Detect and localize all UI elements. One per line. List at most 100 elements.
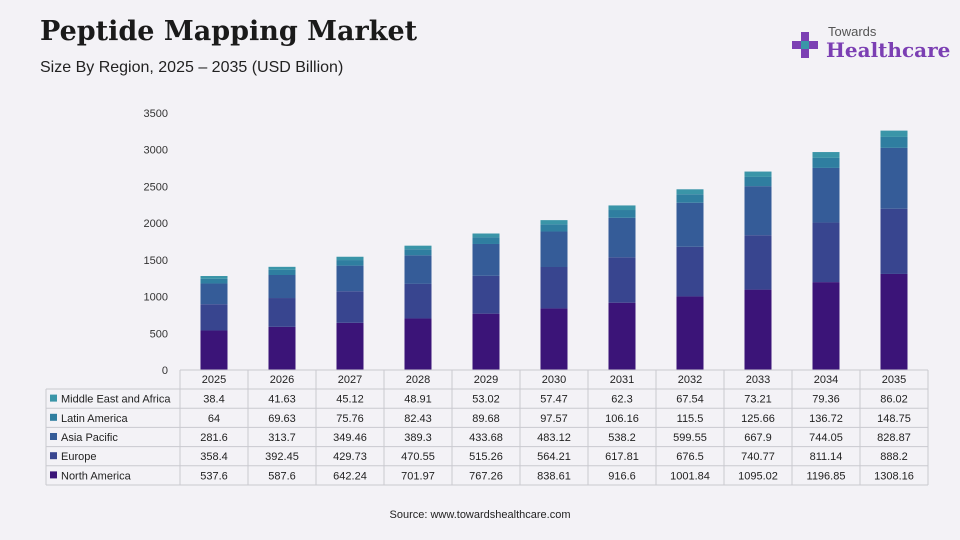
bar-segment-europe xyxy=(336,291,364,323)
bar-segment-asia-pacific xyxy=(404,255,432,284)
table-cell-value: 537.6 xyxy=(200,470,228,482)
legend-label: Latin America xyxy=(61,413,129,425)
bar-segment-middle-east-and-africa xyxy=(812,152,840,158)
bar-segment-latin-america xyxy=(200,278,228,284)
legend-swatch xyxy=(50,394,57,402)
table-cell-value: 483.12 xyxy=(537,432,571,444)
bar-segment-latin-america xyxy=(812,157,840,168)
x-tick-label: 2032 xyxy=(678,374,702,386)
y-tick-label: 2500 xyxy=(144,181,168,193)
table-cell-value: 97.57 xyxy=(540,413,568,425)
bar-segment-europe xyxy=(744,235,772,290)
table-cell-value: 358.4 xyxy=(200,451,228,463)
bar-segment-north-america xyxy=(472,313,500,370)
table-cell-value: 433.68 xyxy=(469,432,503,444)
bar-segment-north-america xyxy=(608,302,636,370)
table-cell-value: 136.72 xyxy=(809,413,843,425)
bar-segment-north-america xyxy=(268,326,296,370)
bar-segment-latin-america xyxy=(268,269,296,276)
table-cell-value: 281.6 xyxy=(200,432,228,444)
bar-segment-middle-east-and-africa xyxy=(336,256,364,261)
bar-segment-middle-east-and-africa xyxy=(472,233,500,238)
bar-segment-middle-east-and-africa xyxy=(880,130,908,137)
bar-segment-north-america xyxy=(540,308,568,370)
y-tick-label: 3500 xyxy=(144,108,168,120)
table-cell-value: 744.05 xyxy=(809,432,843,444)
medical-cross-icon xyxy=(792,32,818,58)
bar-segment-middle-east-and-africa xyxy=(200,276,228,279)
x-tick-label: 2025 xyxy=(202,374,226,386)
bar-segment-north-america xyxy=(336,322,364,370)
bar-segment-asia-pacific xyxy=(880,147,908,209)
table-cell-value: 676.5 xyxy=(676,451,704,463)
table-cell-value: 392.45 xyxy=(265,451,299,463)
table-cell-value: 564.21 xyxy=(537,451,571,463)
bar-segment-asia-pacific xyxy=(540,231,568,267)
table-cell-value: 67.54 xyxy=(676,394,704,406)
x-tick-label: 2028 xyxy=(406,374,430,386)
source-note: Source: www.towardshealthcare.com xyxy=(389,509,571,521)
table-cell-value: 41.63 xyxy=(268,394,296,406)
bar-segment-europe xyxy=(268,298,296,327)
x-tick-label: 2034 xyxy=(814,374,838,386)
x-tick-label: 2027 xyxy=(338,374,362,386)
table-cell-value: 667.9 xyxy=(744,432,772,444)
legend-swatch xyxy=(50,471,57,479)
table-cell-value: 48.91 xyxy=(404,394,432,406)
bar-segment-asia-pacific xyxy=(472,243,500,276)
x-tick-label: 2031 xyxy=(610,374,634,386)
bar-segment-north-america xyxy=(404,318,432,370)
table-cell-value: 811.14 xyxy=(810,451,843,463)
bar-segment-middle-east-and-africa xyxy=(268,266,296,270)
table-cell-value: 642.24 xyxy=(333,470,367,482)
y-tick-label: 500 xyxy=(150,328,168,340)
table-cell-value: 75.76 xyxy=(336,413,364,425)
y-tick-label: 1000 xyxy=(144,292,168,304)
bar-segment-europe xyxy=(404,283,432,319)
y-tick-label: 1500 xyxy=(144,255,168,267)
bar-segment-north-america xyxy=(744,289,772,370)
x-tick-label: 2033 xyxy=(746,374,770,386)
bar-segment-middle-east-and-africa xyxy=(608,205,636,211)
table-cell-value: 45.12 xyxy=(336,394,364,406)
table-cell-value: 62.3 xyxy=(611,394,632,406)
table-cell-value: 587.6 xyxy=(268,470,296,482)
brand-logo: Towards Healthcare xyxy=(790,22,950,70)
bar-segment-europe xyxy=(676,246,704,297)
y-tick-label: 0 xyxy=(162,365,168,377)
bar-segment-middle-east-and-africa xyxy=(404,245,432,250)
legend-swatch xyxy=(50,413,57,421)
legend-label: North America xyxy=(61,470,132,482)
table-cell-value: 148.75 xyxy=(877,413,911,425)
table-cell-value: 617.81 xyxy=(605,451,639,463)
bar-segment-asia-pacific xyxy=(812,167,840,223)
bar-segment-north-america xyxy=(200,330,228,370)
bar-segment-asia-pacific xyxy=(676,202,704,247)
logo-brand-name: Healthcare xyxy=(826,38,951,62)
bar-segment-latin-america xyxy=(676,194,704,203)
legend-label: Asia Pacific xyxy=(61,432,118,444)
table-cell-value: 1001.84 xyxy=(670,470,710,482)
table-cell-value: 828.87 xyxy=(877,432,911,444)
bar-segment-latin-america xyxy=(608,210,636,218)
bar-segment-europe xyxy=(200,304,228,331)
table-cell-value: 838.61 xyxy=(537,470,571,482)
chart-title: Peptide Mapping Market xyxy=(40,16,418,47)
table-cell-value: 349.46 xyxy=(333,432,367,444)
table-cell-value: 888.2 xyxy=(880,451,908,463)
table-cell-value: 79.36 xyxy=(812,394,840,406)
table-cell-value: 82.43 xyxy=(404,413,432,425)
table-cell-value: 515.26 xyxy=(469,451,503,463)
table-cell-value: 106.16 xyxy=(605,413,639,425)
bar-segment-europe xyxy=(472,275,500,314)
table-cell-value: 1095.02 xyxy=(738,470,778,482)
bar-segment-north-america xyxy=(880,273,908,370)
bar-segment-latin-america xyxy=(336,260,364,266)
table-cell-value: 57.47 xyxy=(540,394,568,406)
table-cell-value: 73.21 xyxy=(744,394,772,406)
bar-segment-middle-east-and-africa xyxy=(744,171,772,177)
bar-segment-europe xyxy=(540,266,568,309)
bar-segment-latin-america xyxy=(404,249,432,256)
bar-segment-asia-pacific xyxy=(268,275,296,299)
